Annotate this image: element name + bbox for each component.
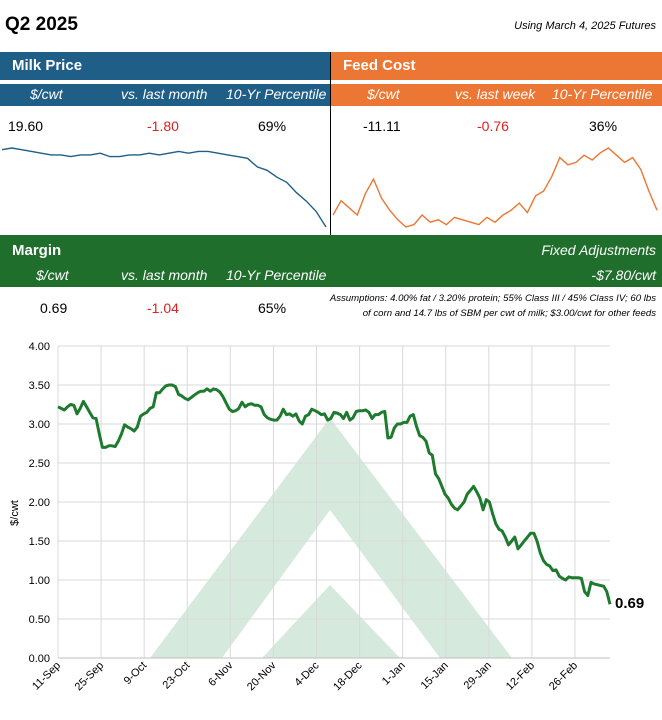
y-tick-label: 2.50 xyxy=(29,458,50,470)
feed-cost-change: -0.76 xyxy=(477,118,509,134)
y-tick-label: 3.50 xyxy=(29,380,50,392)
x-tick-label: 26-Feb xyxy=(547,660,580,693)
feed-subheader: $/cwt vs. last week 10-Yr Percentile xyxy=(331,84,662,106)
logo-watermark xyxy=(150,418,512,658)
y-axis-ticks: 0.00 0.50 1.00 1.50 2.00 2.50 3.00 3.50 4.00 xyxy=(29,341,50,665)
milk-price-sparkline xyxy=(1,147,327,228)
feed-cost-sparkline xyxy=(332,147,658,228)
x-tick-label: 25-Sep xyxy=(73,660,107,694)
y-tick-label: 2.00 xyxy=(29,497,50,509)
x-tick-label: 6-Nov xyxy=(206,659,236,689)
feed-col-percentile: 10-Yr Percentile xyxy=(552,86,653,102)
x-axis-ticks: 11-Sep 25-Sep 9-Oct 23-Oct 6-Nov 20-Nov 4-Dec 1… xyxy=(30,659,580,693)
milk-price-change: -1.80 xyxy=(147,118,179,134)
feed-cost-label: Feed Cost xyxy=(343,57,416,74)
margin-header: Margin Fixed Adjustments xyxy=(0,235,662,265)
feed-col-unit: $/cwt xyxy=(367,86,400,102)
margin-chart: 0.000.501.001.502.002.503.003.504.00 11-… xyxy=(9,341,644,693)
x-tick-label: 4-Dec xyxy=(292,659,322,689)
assumptions-note: Assumptions: 4.00% fat / 3.20% protein; … xyxy=(329,293,656,319)
milk-price-percentile: 69% xyxy=(258,118,287,134)
x-tick-label: 9-Oct xyxy=(122,660,150,688)
x-tick-label: 29-Jan xyxy=(462,660,494,692)
milk-price-value: 19.60 xyxy=(8,118,44,134)
x-tick-label: 20-Nov xyxy=(245,659,279,693)
margin-col-unit: $/cwt xyxy=(36,267,69,283)
y-tick-label: 1.00 xyxy=(29,575,50,587)
milk-price-label: Milk Price xyxy=(12,57,83,74)
margin-label: Margin xyxy=(12,242,62,259)
page-title: Q2 2025 xyxy=(5,14,78,35)
y-tick-label: 3.00 xyxy=(29,419,50,431)
margin-series-line xyxy=(57,383,612,605)
feed-col-change: vs. last week xyxy=(455,86,536,102)
panel-divider xyxy=(330,52,331,235)
milk-col-change: vs. last month xyxy=(121,86,208,102)
margin-value: 0.69 xyxy=(40,300,68,316)
end-value-label: 0.69 xyxy=(615,595,644,612)
x-tick-label: 12-Feb xyxy=(504,660,537,693)
feed-cost-percentile: 36% xyxy=(589,118,618,134)
y-tick-label: 0.00 xyxy=(29,653,50,665)
feed-cost-value: -11.11 xyxy=(363,118,401,134)
futures-note: Using March 4, 2025 Futures xyxy=(514,20,656,32)
fixed-adjustments-value: -$7.80/cwt xyxy=(591,267,656,283)
y-axis-label: $/cwt xyxy=(9,500,21,526)
feed-spark-line xyxy=(332,147,658,228)
milk-col-unit: $/cwt xyxy=(30,86,63,102)
y-tick-label: 1.50 xyxy=(29,536,50,548)
margin-col-percentile: 10-Yr Percentile xyxy=(226,267,327,283)
feed-cost-header: Feed Cost xyxy=(331,52,662,80)
margin-subheader: $/cwt vs. last month 10-Yr Percentile -$… xyxy=(0,265,662,287)
milk-subheader: $/cwt vs. last month 10-Yr Percentile xyxy=(0,84,330,106)
x-tick-label: 1-Jan xyxy=(380,660,408,688)
milk-spark-line xyxy=(1,147,327,228)
margin-col-change: vs. last month xyxy=(121,267,208,283)
fixed-adjustments-label: Fixed Adjustments xyxy=(541,242,656,258)
margin-percentile: 65% xyxy=(258,300,287,316)
margin-change: -1.04 xyxy=(147,300,179,316)
milk-price-header: Milk Price xyxy=(0,52,330,80)
x-tick-label: 23-Oct xyxy=(161,660,193,692)
x-tick-label: 15-Jan xyxy=(419,660,451,692)
milk-col-percentile: 10-Yr Percentile xyxy=(226,86,327,102)
y-tick-label: 0.50 xyxy=(29,614,50,626)
y-tick-label: 4.00 xyxy=(29,341,50,353)
x-tick-label: 18-Dec xyxy=(331,659,365,693)
